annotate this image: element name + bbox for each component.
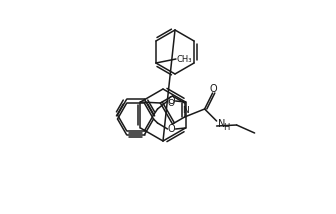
Text: H: H xyxy=(223,122,230,131)
Text: O: O xyxy=(168,98,175,107)
Text: O: O xyxy=(168,96,175,106)
Text: N: N xyxy=(218,119,225,129)
Text: CH₃: CH₃ xyxy=(177,55,193,64)
Text: O: O xyxy=(168,124,175,134)
Text: N: N xyxy=(182,106,189,114)
Text: O: O xyxy=(210,84,217,94)
